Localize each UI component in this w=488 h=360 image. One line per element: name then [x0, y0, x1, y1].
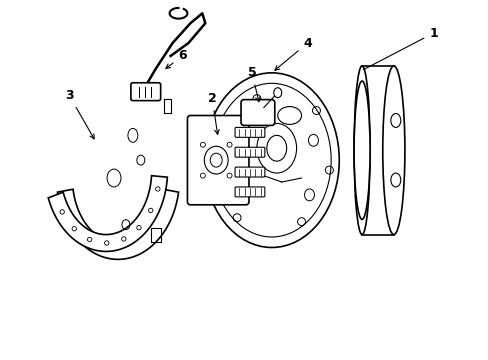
Ellipse shape — [273, 88, 281, 98]
Text: 4: 4 — [274, 37, 311, 70]
Text: 1: 1 — [363, 27, 437, 69]
Text: 6: 6 — [165, 49, 186, 68]
FancyBboxPatch shape — [235, 187, 264, 197]
Ellipse shape — [353, 66, 369, 235]
FancyBboxPatch shape — [235, 127, 264, 137]
FancyBboxPatch shape — [235, 147, 264, 157]
Ellipse shape — [353, 81, 369, 219]
Ellipse shape — [204, 73, 339, 247]
Text: 5: 5 — [247, 66, 260, 102]
FancyBboxPatch shape — [187, 116, 248, 205]
Polygon shape — [48, 176, 167, 251]
FancyBboxPatch shape — [131, 83, 161, 100]
Ellipse shape — [256, 123, 296, 173]
Ellipse shape — [204, 146, 228, 174]
Ellipse shape — [382, 66, 404, 235]
Ellipse shape — [266, 135, 286, 161]
Ellipse shape — [277, 107, 301, 125]
Text: 2: 2 — [207, 92, 219, 134]
FancyBboxPatch shape — [235, 167, 264, 177]
Text: 3: 3 — [65, 89, 94, 139]
Polygon shape — [57, 189, 178, 259]
FancyBboxPatch shape — [241, 100, 274, 125]
